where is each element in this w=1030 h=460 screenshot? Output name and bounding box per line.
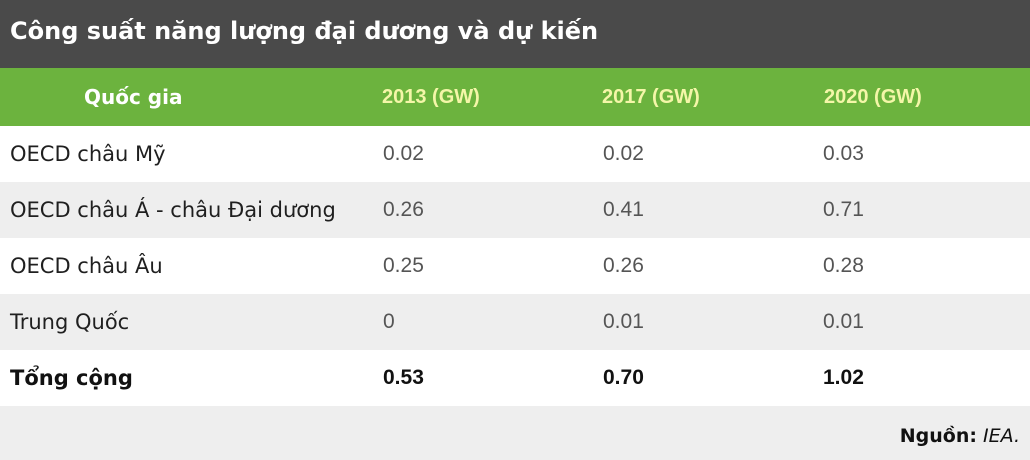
table-header: Quốc gia 2013 (GW) 2017 (GW) 2020 (GW) (0, 68, 1030, 126)
table-row: OECD châu Âu 0.25 0.26 0.28 (0, 238, 1030, 294)
row-label: Tổng cộng (10, 366, 133, 390)
value-2020: 0.01 (823, 310, 864, 333)
value-2020: 0.03 (823, 142, 864, 165)
table-row: Trung Quốc 0 0.01 0.01 (0, 294, 1030, 350)
column-header-2020: 2020 (GW) (824, 85, 922, 108)
source-note: Nguồn: IEA. (900, 412, 1020, 460)
column-header-2017: 2017 (GW) (602, 85, 700, 108)
value-2020: 0.71 (823, 198, 864, 221)
page-title: Công suất năng lượng đại dương và dự kiế… (0, 0, 1030, 68)
value-2013: 0.25 (383, 254, 424, 277)
total-2013: 0.53 (383, 366, 424, 389)
table-row: OECD châu Á - châu Đại dương 0.26 0.41 0… (0, 182, 1030, 238)
value-2013: 0.02 (383, 142, 424, 165)
row-label: OECD châu Á - châu Đại dương (10, 198, 336, 222)
total-2020: 1.02 (823, 366, 864, 389)
value-2017: 0.02 (603, 142, 644, 165)
value-2017: 0.41 (603, 198, 644, 221)
total-2017: 0.70 (603, 366, 644, 389)
source-value: IEA. (983, 425, 1020, 447)
column-header-2013: 2013 (GW) (382, 85, 480, 108)
column-header-country: Quốc gia (84, 85, 183, 109)
value-2017: 0.26 (603, 254, 644, 277)
value-2020: 0.28 (823, 254, 864, 277)
row-label: OECD châu Âu (10, 254, 163, 278)
table-row: OECD châu Mỹ 0.02 0.02 0.03 (0, 126, 1030, 182)
footer-band (0, 406, 1030, 460)
table-row-total: Tổng cộng 0.53 0.70 1.02 (0, 350, 1030, 406)
value-2013: 0.26 (383, 198, 424, 221)
value-2017: 0.01 (603, 310, 644, 333)
row-label: OECD châu Mỹ (10, 142, 166, 166)
value-2013: 0 (383, 310, 395, 333)
source-label: Nguồn: (899, 425, 977, 447)
row-label: Trung Quốc (10, 310, 130, 334)
